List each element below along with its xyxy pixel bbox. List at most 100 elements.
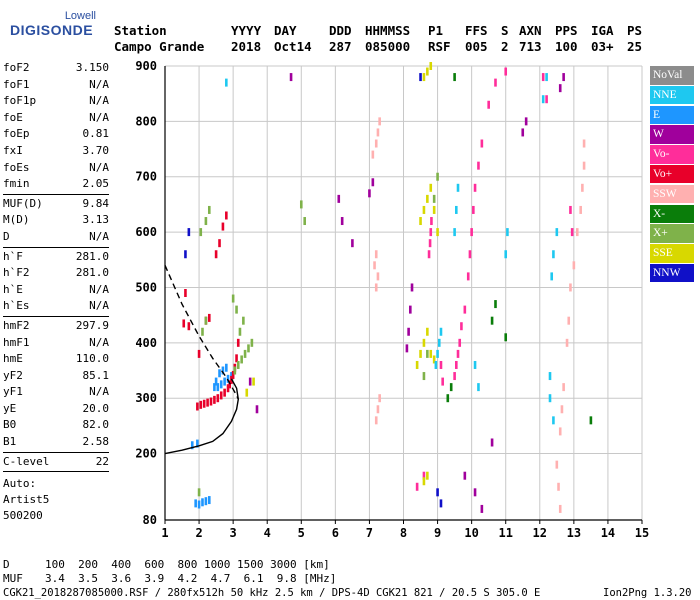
data-point-ssw: [378, 394, 381, 403]
param-name: yE: [3, 401, 17, 415]
data-point-nne: [552, 416, 555, 425]
param-name: foEs: [3, 160, 30, 174]
curve-extrapolation: [164, 265, 239, 400]
legend-item-e: E: [650, 105, 694, 125]
data-point-sse: [436, 228, 439, 237]
data-point-vo: [216, 394, 220, 403]
data-point-vo: [206, 398, 209, 407]
data-point-vo: [209, 397, 213, 406]
param-value: N/A: [89, 94, 109, 108]
data-point-sse: [429, 349, 433, 358]
data-point-vo: [221, 222, 225, 231]
param-value: 3.70: [82, 143, 110, 157]
y-tick-label: 200: [135, 447, 157, 461]
data-point-sse: [422, 477, 426, 486]
curve-profile: [164, 378, 240, 455]
data-point-x: [204, 217, 208, 226]
data-point-x: [426, 349, 429, 358]
data-point-x: [449, 383, 453, 392]
data-point-ssw: [581, 183, 584, 192]
data-point-sse: [419, 217, 422, 226]
data-point-vo: [455, 360, 458, 369]
data-point-ssw: [374, 139, 378, 148]
footer-muf-label: MUF: [3, 572, 23, 585]
param-name: foF2: [3, 61, 30, 74]
data-point-x: [250, 338, 254, 347]
data-point-e: [214, 377, 218, 386]
param-row-fmin: fmin 2.05: [3, 176, 109, 193]
param-value: 3.13: [82, 213, 110, 227]
footer-d-label: D: [3, 558, 10, 571]
param-value: N/A: [89, 282, 109, 296]
data-point-e: [196, 439, 199, 448]
data-point-e: [223, 377, 226, 386]
param-row-hme: hmE 110.0: [3, 351, 109, 368]
y-tick-label: 700: [135, 170, 157, 184]
param-row-hmf2: hmF2 297.9: [3, 318, 109, 335]
y-tick-label: 900: [135, 59, 157, 73]
header-label-yyyy: YYYY: [231, 23, 262, 38]
data-point-x: [204, 316, 208, 325]
data-point-ssw: [562, 383, 565, 392]
data-point-e: [204, 497, 208, 506]
param-name: C-level: [3, 454, 50, 468]
auto-name: Artist5: [3, 493, 50, 507]
data-point-nnw: [419, 73, 422, 82]
data-point-w: [410, 283, 414, 292]
data-point-sse: [245, 388, 249, 397]
param-name: foF1p: [3, 94, 37, 108]
header-label-ffs: FFS: [465, 23, 488, 38]
data-point-sse: [422, 205, 426, 214]
divider: [3, 451, 109, 453]
data-point-sse: [422, 338, 426, 347]
param-value: 9.84: [82, 196, 110, 210]
data-point-w: [524, 117, 528, 126]
data-point-e: [194, 499, 197, 508]
data-point-vo: [207, 313, 211, 322]
data-point-vo: [463, 305, 467, 314]
data-point-x: [490, 316, 494, 325]
param-name: B0: [3, 418, 17, 432]
data-point-vo: [439, 360, 443, 369]
data-point-nne: [453, 228, 456, 237]
data-point-sse: [422, 73, 426, 82]
data-point-w: [255, 405, 259, 414]
param-value: N/A: [89, 335, 109, 349]
x-tick-label: 1: [161, 526, 168, 540]
data-point-ssw: [582, 161, 586, 170]
y-tick-label: 500: [135, 280, 157, 294]
footer-d-values: 100 200 400 600 800 1000 1500 3000 [km]: [45, 558, 330, 571]
data-point-e: [218, 369, 221, 378]
data-point-sse: [432, 355, 436, 364]
data-point-w: [558, 84, 562, 93]
param-name: h`E: [3, 282, 23, 296]
data-point-e: [216, 383, 220, 392]
param-name: yF2: [3, 368, 23, 382]
data-point-vo: [570, 228, 574, 237]
legend-item-w: W: [650, 125, 694, 144]
data-point-nne: [504, 250, 508, 259]
data-point-ssw: [558, 427, 562, 436]
data-point-vo: [441, 377, 444, 386]
header-value-station: Campo Grande: [114, 39, 205, 54]
data-point-x: [235, 305, 238, 314]
divider: [3, 246, 109, 248]
x-tick-label: 13: [567, 526, 581, 540]
data-point-vo: [487, 100, 490, 109]
data-point-w: [490, 438, 494, 447]
param-name: fmin: [3, 177, 30, 191]
logo-digisonde-text: DIGISONDE: [10, 22, 94, 38]
x-tick-label: 9: [434, 526, 441, 540]
param-name: D: [3, 229, 10, 243]
data-point-e: [190, 441, 194, 450]
data-point-e: [221, 366, 225, 375]
header-label-p1: P1: [428, 23, 444, 38]
x-tick-label: 7: [366, 526, 373, 540]
header-value-pps: 100: [555, 39, 578, 54]
data-point-nne: [477, 383, 480, 392]
data-point-ssw: [555, 460, 559, 469]
data-point-vo: [477, 161, 480, 170]
data-point-vo: [225, 211, 228, 220]
param-name: h`Es: [3, 299, 30, 313]
data-point-vo: [422, 471, 426, 480]
